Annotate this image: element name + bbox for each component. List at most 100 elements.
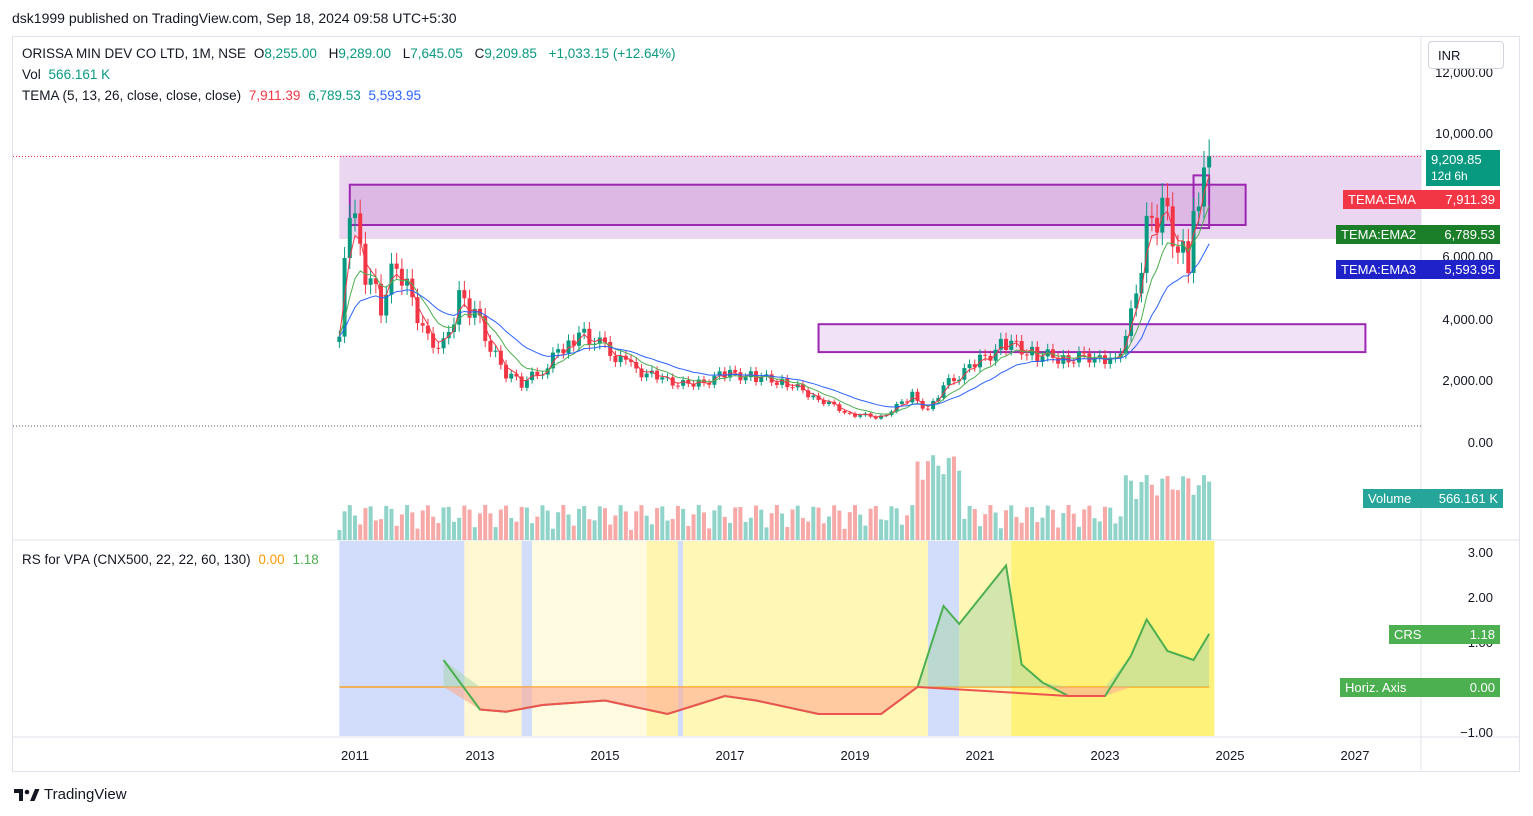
legend-tema: TEMA (5, 13, 26, close, close, close) 7,… xyxy=(22,88,425,103)
candle-body xyxy=(1170,206,1175,247)
symbol-label[interactable]: ORISSA MIN DEV CO LTD, 1M, NSE xyxy=(22,46,247,61)
time-tick-label: 2015 xyxy=(591,748,620,763)
volume-bar xyxy=(780,513,785,540)
candle-body xyxy=(733,369,738,373)
rs-band-0 xyxy=(339,541,465,736)
time-tick-label: 2027 xyxy=(1341,748,1370,763)
rs-tick-label: 3.00 xyxy=(1468,545,1493,560)
volume-bar xyxy=(1019,522,1024,540)
volume-bar xyxy=(1113,523,1118,540)
volume-bar xyxy=(764,527,769,540)
volume-bar xyxy=(743,521,748,540)
volume-bar xyxy=(504,505,509,540)
candle-body xyxy=(363,243,368,285)
candle-body xyxy=(769,374,774,383)
close-label: C xyxy=(474,46,485,61)
candle-body xyxy=(811,395,816,398)
tradingview-logo[interactable]: TradingView xyxy=(14,786,127,803)
candle-body xyxy=(816,395,821,400)
volume-bar xyxy=(811,506,816,540)
candle-body xyxy=(660,377,665,380)
volume-bar xyxy=(816,507,821,540)
volume-bar xyxy=(1004,510,1009,540)
candle-body xyxy=(519,376,524,388)
volume-bar xyxy=(639,505,644,540)
candle-body xyxy=(915,391,920,401)
candle-body xyxy=(722,371,727,378)
candle-body xyxy=(759,376,764,383)
volume-bar xyxy=(1050,509,1055,540)
time-tick-label: 2025 xyxy=(1216,748,1245,763)
legend-main: ORISSA MIN DEV CO LTD, 1M, NSE O8,255.00… xyxy=(22,46,680,61)
volume-bar xyxy=(1175,490,1180,540)
tema3-tag-name: TEMA:EMA3 xyxy=(1341,262,1417,277)
legend-rs: RS for VPA (CNX500, 22, 22, 60, 130) 0.0… xyxy=(22,552,323,567)
volume-bar xyxy=(842,528,847,540)
volume-bar xyxy=(379,519,384,540)
volume-bar xyxy=(644,515,649,540)
candle-body xyxy=(441,338,446,349)
candle-body xyxy=(910,391,915,403)
volume-bar xyxy=(1045,505,1050,540)
volume-bar xyxy=(1196,485,1201,540)
volume-bar xyxy=(1191,494,1196,540)
volume-bar xyxy=(754,505,759,540)
tema2-value: 6,789.53 xyxy=(308,88,361,103)
volume-bar xyxy=(384,505,389,540)
volume-bar xyxy=(675,505,680,540)
volume-bar xyxy=(1040,517,1045,540)
candle-body xyxy=(1103,355,1107,364)
volume-bar xyxy=(774,505,779,540)
volume-bar xyxy=(576,508,581,540)
candle-body xyxy=(1024,354,1029,356)
volume-bar xyxy=(1076,526,1081,540)
candle-body xyxy=(509,373,514,379)
horiz-tag-value: 0.00 xyxy=(1469,680,1495,695)
tema2-line xyxy=(338,205,1210,415)
tema3-line xyxy=(338,243,1210,408)
candle-body xyxy=(1082,351,1087,354)
volume-bar xyxy=(863,525,868,540)
tema1-line xyxy=(338,175,1210,418)
volume-bar xyxy=(441,507,446,540)
candle-body xyxy=(1108,357,1113,364)
candle-body xyxy=(467,298,472,318)
volume-bar xyxy=(394,525,399,540)
volume-bar xyxy=(931,455,936,540)
currency-button[interactable]: INR xyxy=(1428,41,1504,69)
crs-negative-fill xyxy=(443,687,1210,714)
candle-body xyxy=(790,387,795,389)
rs-label[interactable]: RS for VPA (CNX500, 22, 22, 60, 130) xyxy=(22,552,251,567)
candle-body xyxy=(899,401,904,404)
candle-body xyxy=(972,364,977,368)
volume-bar xyxy=(1097,521,1102,540)
tema-label[interactable]: TEMA (5, 13, 26, close, close, close) xyxy=(22,88,242,103)
volume-bar xyxy=(530,523,535,540)
volume-bar xyxy=(613,515,618,540)
volume-bar xyxy=(785,526,790,540)
volume-bar xyxy=(498,509,503,540)
candle-body xyxy=(514,373,519,377)
candle-body xyxy=(535,371,540,376)
candle-body xyxy=(399,268,404,286)
volume-bar xyxy=(1024,507,1029,540)
volume-bar xyxy=(681,508,686,540)
candle-body xyxy=(524,380,529,388)
volume-tag: Volume 566.161 K xyxy=(1363,489,1503,508)
candle-body xyxy=(582,328,587,333)
volume-bar xyxy=(436,523,441,540)
volume-bar xyxy=(483,505,488,540)
volume-bar xyxy=(993,512,998,540)
volume-bar xyxy=(556,512,561,540)
volume-tag-name: Volume xyxy=(1368,491,1412,506)
volume-bar xyxy=(894,508,899,540)
candle-body xyxy=(983,354,988,356)
candle-body xyxy=(1181,241,1186,253)
volume-bar xyxy=(1009,505,1014,540)
volume-bar xyxy=(691,514,696,540)
time-tick-label: 2019 xyxy=(841,748,870,763)
volume-bar xyxy=(837,510,842,540)
candle-body xyxy=(1175,246,1180,253)
open-label: O xyxy=(253,46,265,61)
